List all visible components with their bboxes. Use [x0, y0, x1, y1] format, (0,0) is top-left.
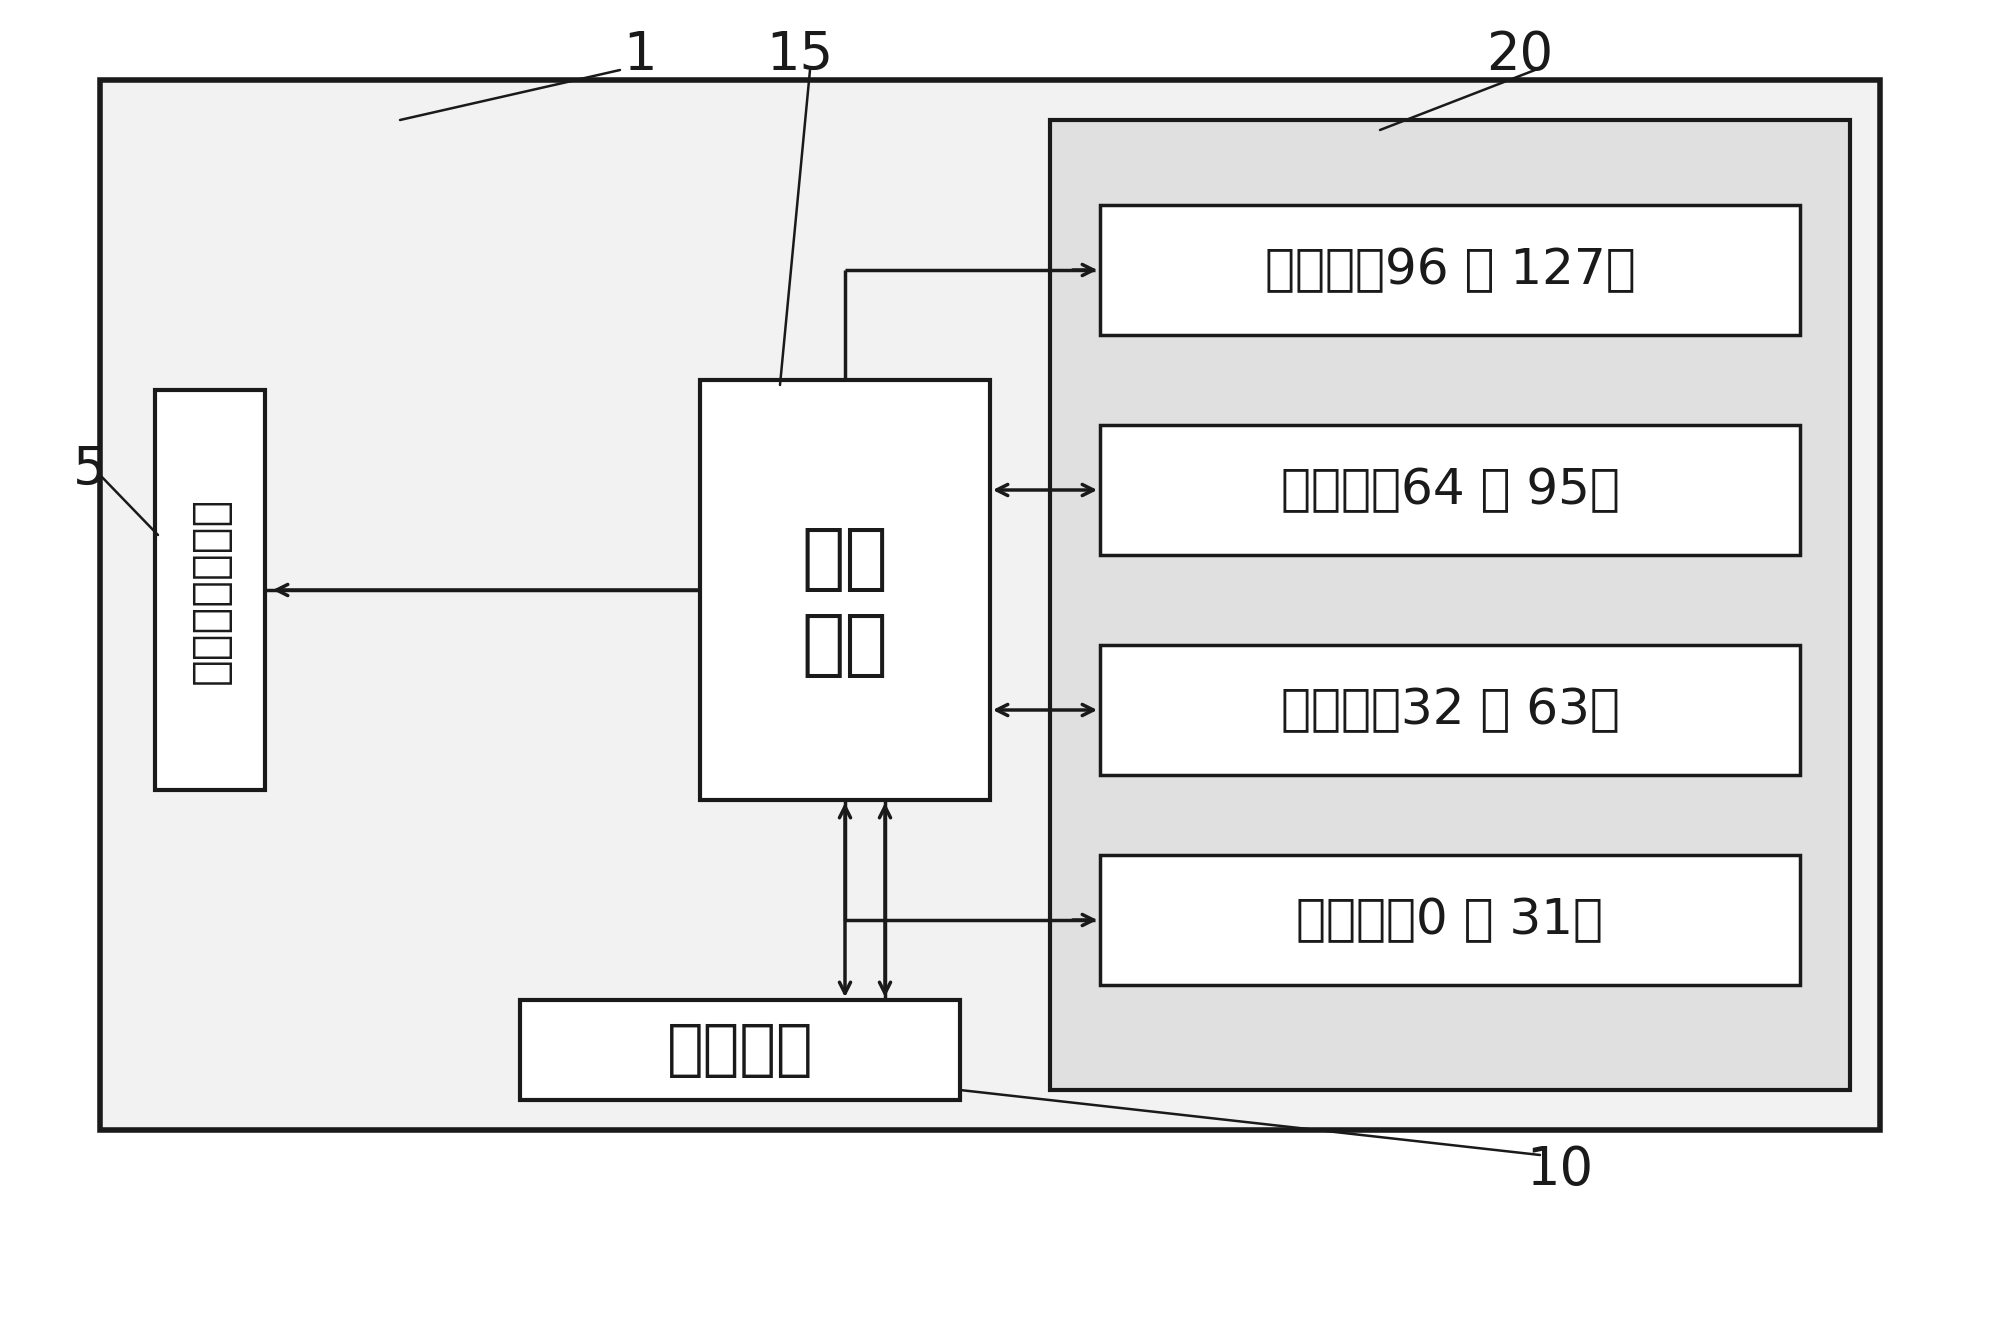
Text: 系统总线: 系统总线: [666, 1021, 812, 1080]
Text: 20: 20: [1486, 29, 1552, 82]
Bar: [100, 80, 1879, 1131]
Text: 储存器（32 ～ 63）: 储存器（32 ～ 63）: [1279, 686, 1618, 735]
Bar: [154, 389, 265, 789]
Bar: [700, 380, 990, 800]
Text: 1: 1: [624, 29, 656, 82]
Bar: [1099, 645, 1798, 775]
Text: 15: 15: [766, 29, 834, 82]
Bar: [1049, 120, 1849, 1090]
Text: 视频输出连接口: 视频输出连接口: [188, 496, 231, 684]
Text: 储存器（96 ～ 127）: 储存器（96 ～ 127）: [1263, 246, 1634, 294]
Text: 5: 5: [72, 444, 106, 496]
Text: 10: 10: [1526, 1144, 1592, 1196]
Bar: [1099, 425, 1798, 555]
Text: 储存器（64 ～ 95）: 储存器（64 ～ 95）: [1279, 466, 1618, 514]
Text: 储存器（0 ～ 31）: 储存器（0 ～ 31）: [1295, 896, 1602, 945]
Text: 芯片: 芯片: [802, 610, 888, 680]
Bar: [1099, 855, 1798, 985]
Bar: [519, 999, 960, 1100]
Bar: [1099, 205, 1798, 334]
Text: 显示: 显示: [802, 526, 888, 594]
